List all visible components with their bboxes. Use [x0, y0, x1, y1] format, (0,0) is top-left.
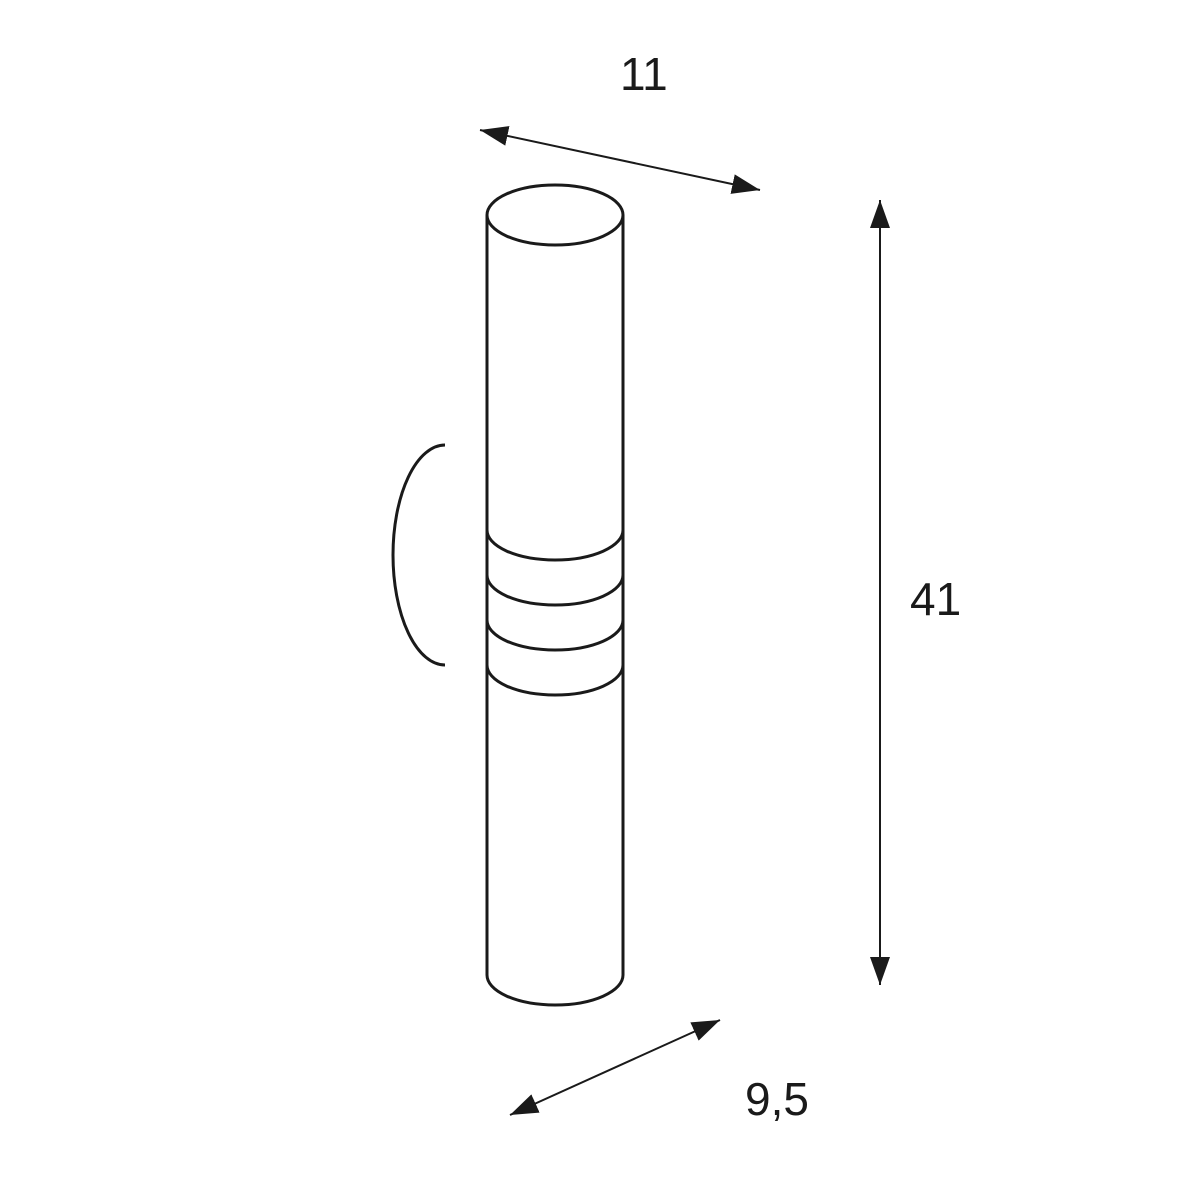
dim-width_top-label: 11	[620, 48, 668, 100]
dim-depth_bottom-label: 9,5	[745, 1073, 809, 1125]
cylinder-top-cap	[487, 185, 623, 245]
mount-bracket	[393, 445, 445, 665]
dim-width_top-line	[480, 130, 760, 190]
dim-height_right-label: 41	[910, 573, 961, 625]
dim-depth_bottom-line	[510, 1020, 720, 1115]
dimension-drawing: 11 41 9,5	[0, 0, 1200, 1200]
